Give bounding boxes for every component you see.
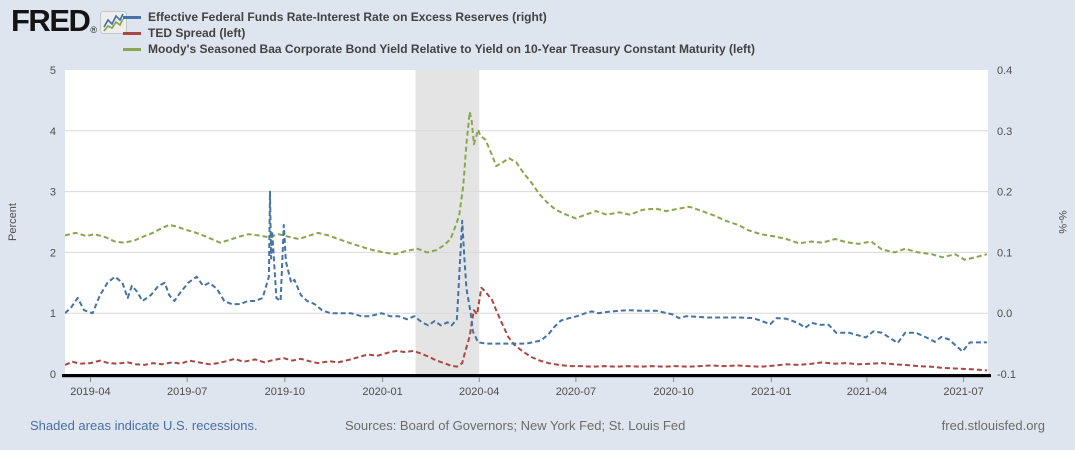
left-tick-label: 1 xyxy=(50,308,56,320)
fred-chart-icon xyxy=(100,11,128,39)
plot-area xyxy=(65,70,988,374)
legend-label: Moody's Seasoned Baa Corporate Bond Yiel… xyxy=(148,42,755,56)
right-tick-label: 0.0 xyxy=(997,308,1012,320)
legend-line-swatch-green xyxy=(123,47,141,51)
right-axis-title: %-% xyxy=(1056,210,1068,233)
x-tick-label: 2019-04 xyxy=(70,386,110,398)
legend-label: TED Spread (left) xyxy=(148,26,246,40)
right-tick-label: 0.1 xyxy=(997,247,1012,259)
legend-item-baa-spread[interactable]: Moody's Seasoned Baa Corporate Bond Yiel… xyxy=(123,41,755,57)
series-line-green[interactable] xyxy=(65,111,988,261)
x-tick-label: 2020-04 xyxy=(459,386,499,398)
x-tick-label: 2020-10 xyxy=(653,386,693,398)
footer: Shaded areas indicate U.S. recessions. S… xyxy=(0,415,1075,439)
left-tick-label: 5 xyxy=(50,65,56,77)
right-tick-label: 0.4 xyxy=(997,65,1012,77)
registered-mark-icon: ® xyxy=(90,25,98,35)
legend-line-swatch-blue xyxy=(123,15,141,19)
left-tick-label: 3 xyxy=(50,187,56,199)
x-axis-line xyxy=(62,374,991,378)
fred-logo-text: FRED xyxy=(11,3,91,38)
fred-logo[interactable]: FRED ® xyxy=(11,3,128,39)
x-tick-label: 2019-10 xyxy=(265,386,305,398)
sources-text: Sources: Board of Governors; New York Fe… xyxy=(345,418,686,433)
legend-item-effr-ioer[interactable]: Effective Federal Funds Rate-Interest Ra… xyxy=(123,9,755,25)
legend-item-ted-spread[interactable]: TED Spread (left) xyxy=(123,25,755,41)
series-layer xyxy=(65,111,988,372)
x-tick-label: 2021-07 xyxy=(943,386,983,398)
right-tick-label: -0.1 xyxy=(997,369,1016,381)
fred-site-link[interactable]: fred.stlouisfed.org xyxy=(941,418,1045,433)
header: FRED ® xyxy=(11,3,128,39)
right-tick-label: 0.2 xyxy=(997,187,1012,199)
left-tick-label: 2 xyxy=(50,247,56,259)
legend-line-swatch-red xyxy=(123,31,141,35)
left-axis-title: Percent xyxy=(7,203,19,241)
left-tick-label: 4 xyxy=(50,126,56,138)
series-line-red[interactable] xyxy=(65,286,987,372)
x-tick-label: 2021-04 xyxy=(847,386,887,398)
x-tick-label: 2021-01 xyxy=(751,386,791,398)
x-tick-label: 2020-01 xyxy=(362,386,402,398)
legend-label: Effective Federal Funds Rate-Interest Ra… xyxy=(148,10,547,24)
series-line-blue[interactable] xyxy=(65,190,987,353)
left-tick-label: 0 xyxy=(50,369,56,381)
x-tick-label: 2019-07 xyxy=(167,386,207,398)
right-tick-label: 0.3 xyxy=(997,126,1012,138)
x-tick-label: 2020-07 xyxy=(556,386,596,398)
chart-legend: Effective Federal Funds Rate-Interest Ra… xyxy=(123,9,755,57)
recessions-note-link[interactable]: Shaded areas indicate U.S. recessions. xyxy=(30,418,258,433)
